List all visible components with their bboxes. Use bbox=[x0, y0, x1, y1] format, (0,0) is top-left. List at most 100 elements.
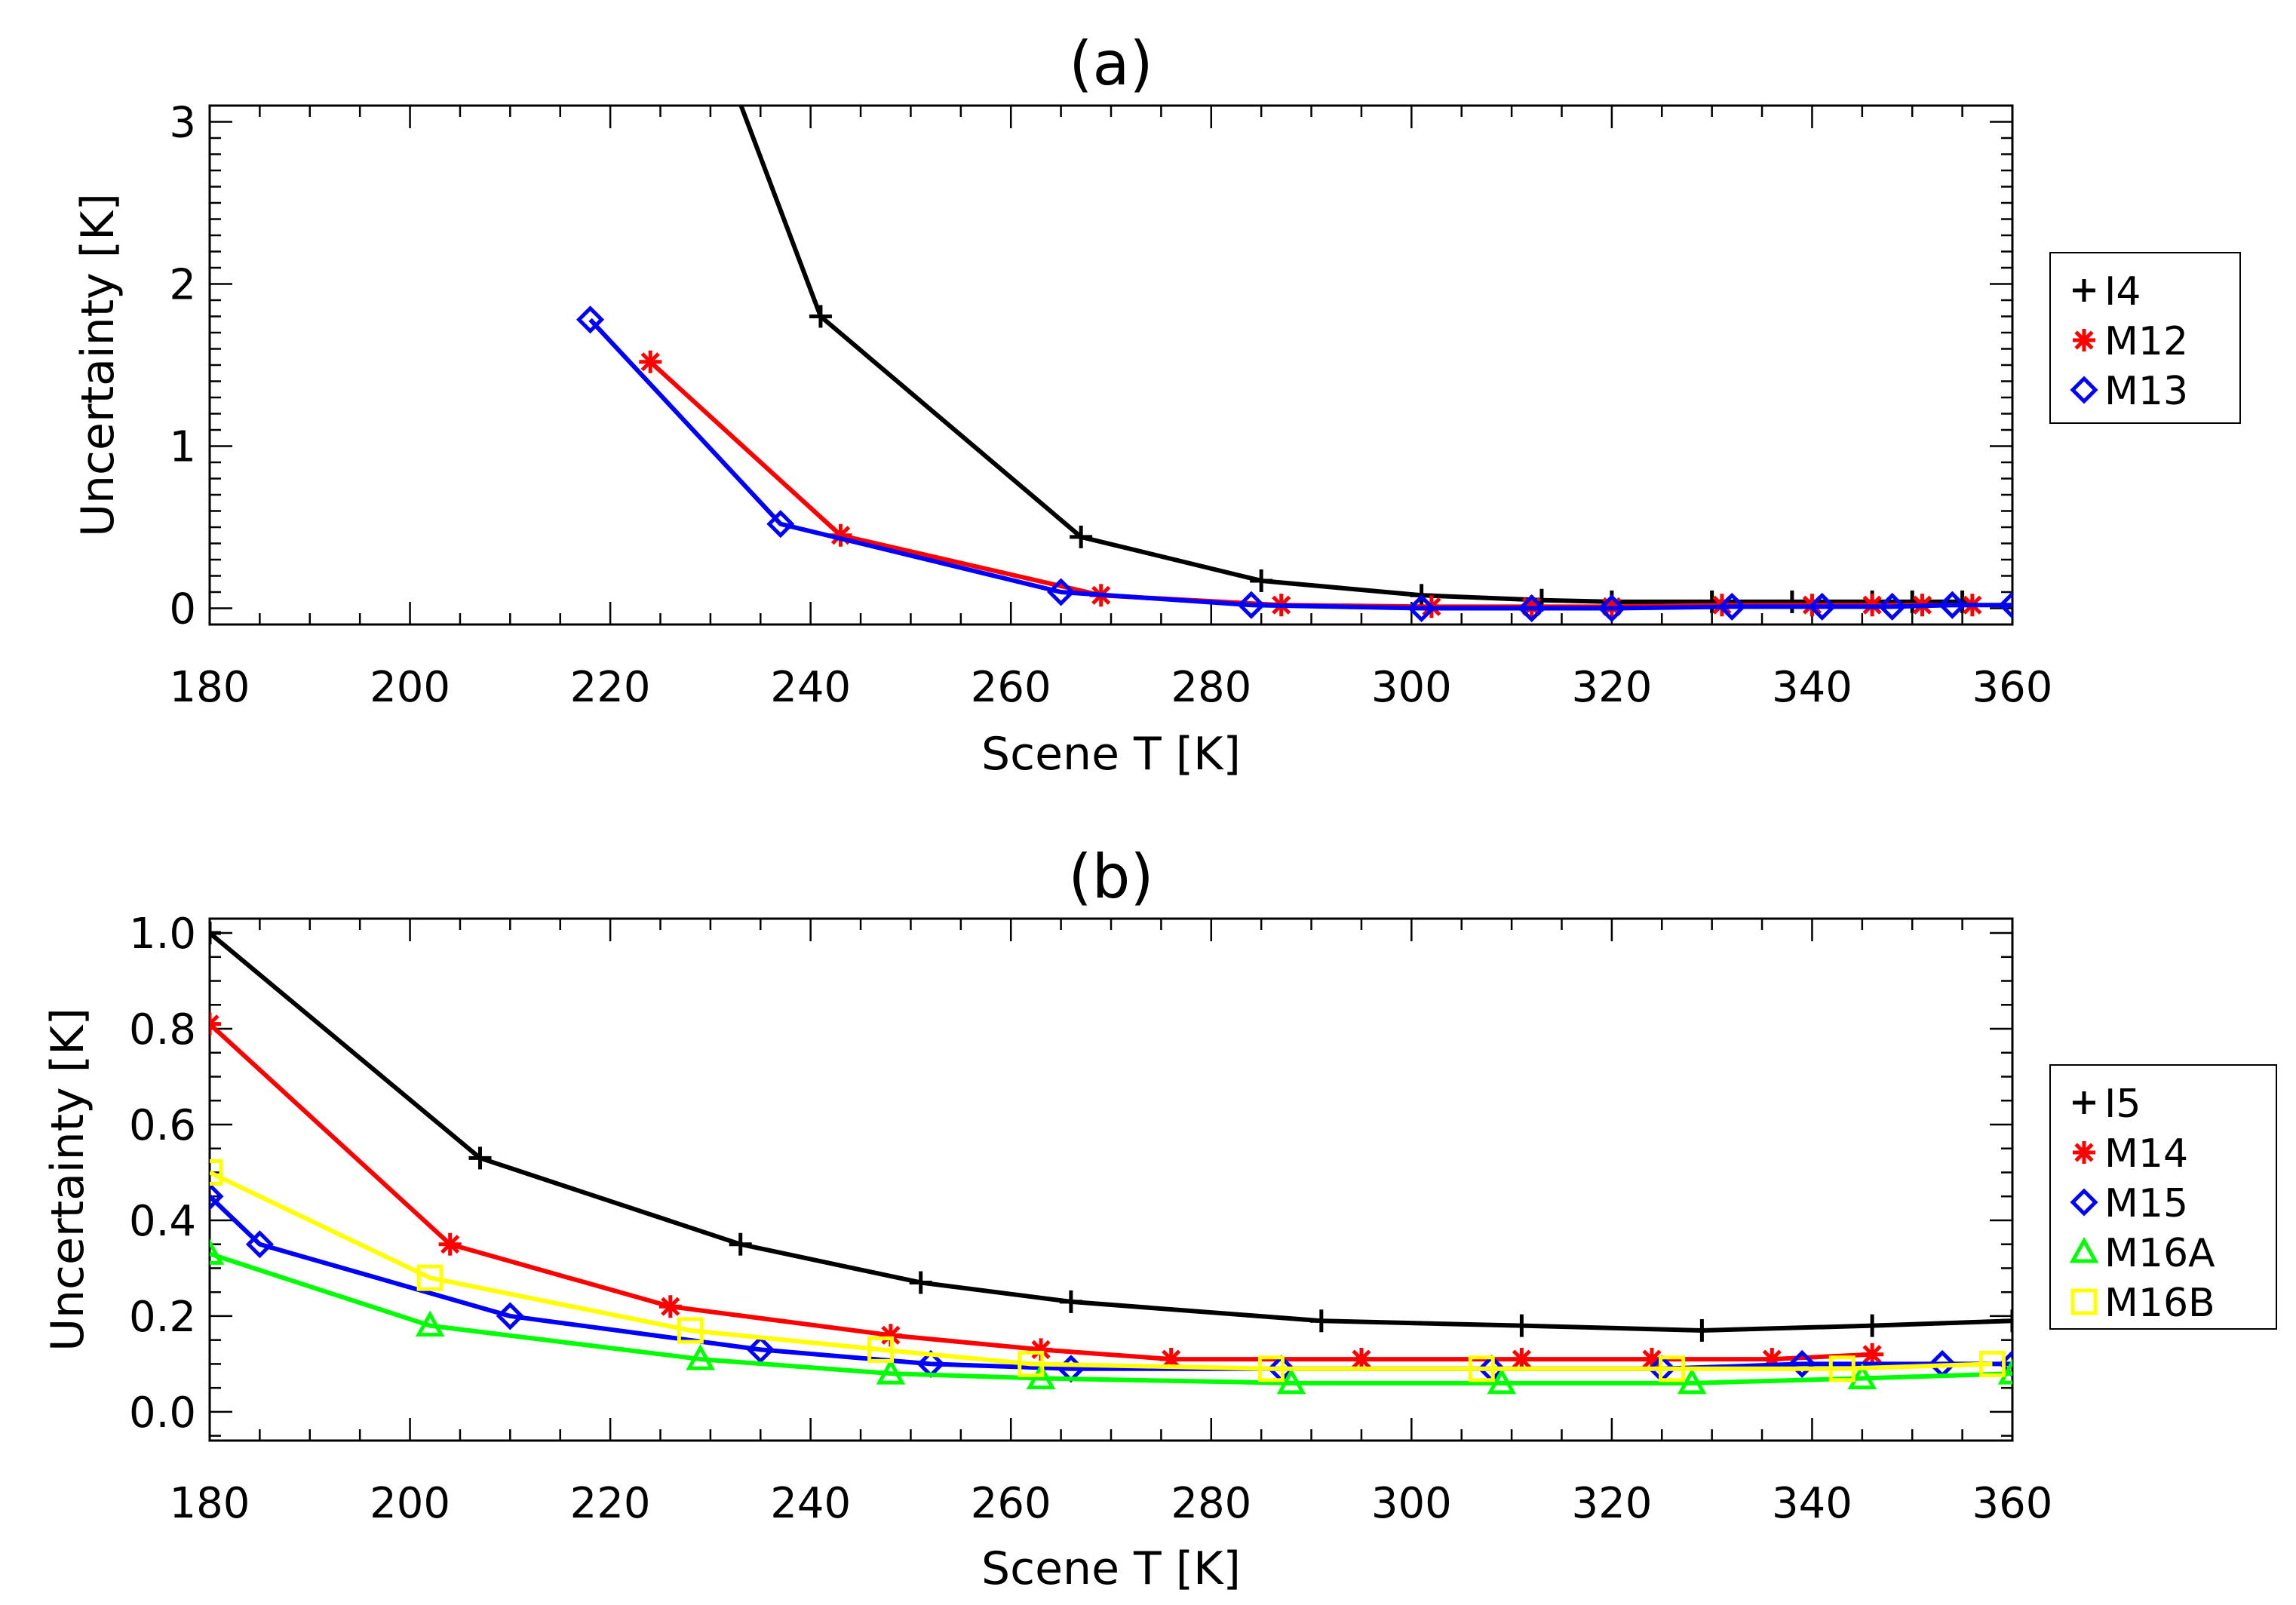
legend-marker-m15 bbox=[2070, 1188, 2098, 1217]
y-tick-label: 0.8 bbox=[129, 1005, 196, 1054]
x-tick-label: 260 bbox=[971, 663, 1051, 712]
legend-marker-m13 bbox=[2070, 376, 2098, 404]
data-point-i5 bbox=[468, 1146, 492, 1170]
x-tick-label: 220 bbox=[570, 663, 651, 712]
legend-label-i4: I4 bbox=[2104, 269, 2141, 315]
data-point-i4 bbox=[699, 14, 722, 36]
legend-label-m14: M14 bbox=[2104, 1131, 2188, 1177]
data-point-m16a bbox=[876, 1358, 906, 1385]
x-tick-label: 240 bbox=[770, 663, 851, 712]
data-point-m16b bbox=[867, 1336, 895, 1363]
data-point-i5 bbox=[1059, 1290, 1082, 1313]
data-point-i4 bbox=[1780, 590, 1803, 613]
x-tick-label: 260 bbox=[971, 1479, 1051, 1528]
x-tick-label: 360 bbox=[1972, 1479, 2053, 1528]
data-point-m16b bbox=[210, 1158, 223, 1186]
data-point-m13 bbox=[1938, 591, 1966, 619]
data-point-m16a bbox=[415, 1310, 445, 1337]
data-point-m13 bbox=[576, 305, 605, 334]
y-axis-label: Uncertainty [K] bbox=[72, 193, 124, 537]
data-point-i5 bbox=[1861, 1314, 1884, 1337]
data-point-m16b bbox=[1978, 1350, 2006, 1377]
x-tick-label: 180 bbox=[170, 1479, 250, 1528]
data-point-m16b bbox=[1659, 1355, 1686, 1383]
legend-label-i5: I5 bbox=[2104, 1082, 2141, 1127]
data-point-m16a bbox=[1487, 1367, 1517, 1395]
data-point-i5 bbox=[909, 1271, 932, 1294]
data-point-m13 bbox=[766, 510, 795, 539]
data-point-i5 bbox=[1690, 1318, 1714, 1342]
series-line-m13 bbox=[588, 318, 2012, 611]
y-tick-label: 0.6 bbox=[129, 1101, 196, 1150]
data-point-m16b bbox=[1257, 1355, 1285, 1383]
x-tick-label: 200 bbox=[370, 1479, 450, 1528]
data-point-m13 bbox=[1998, 591, 2012, 619]
chart-title: (a) bbox=[1069, 29, 1153, 99]
y-tick-label: 0.2 bbox=[129, 1293, 196, 1342]
data-point-m15 bbox=[210, 1182, 224, 1211]
data-point-m13 bbox=[1717, 592, 1746, 621]
chart-panel-b: (b) 180 200 220 240 260 280 300 320 340 360 0.0 0.2 0… bbox=[41, 842, 2277, 1595]
legend-marker-i5 bbox=[2073, 1091, 2095, 1114]
data-point-m16b bbox=[1018, 1350, 1045, 1377]
y-tick-label: 2 bbox=[169, 261, 196, 310]
x-axis-label: Scene T [K] bbox=[981, 1542, 1241, 1595]
data-point-i5 bbox=[2001, 1309, 2012, 1333]
data-point-i5 bbox=[210, 922, 221, 945]
x-tick-label: 220 bbox=[570, 1479, 651, 1528]
x-tick-label: 240 bbox=[770, 1479, 851, 1528]
data-point-m16a bbox=[1276, 1367, 1306, 1395]
series-line-m14 bbox=[210, 1022, 1873, 1362]
data-point-m16a bbox=[686, 1343, 715, 1370]
data-point-m13 bbox=[1047, 578, 1076, 606]
data-point-m15 bbox=[496, 1302, 524, 1330]
data-point-m13 bbox=[1237, 591, 1266, 619]
data-point-m15 bbox=[1788, 1349, 1816, 1378]
legend-marker-m16a bbox=[2069, 1236, 2099, 1263]
data-point-i4 bbox=[1070, 525, 1093, 548]
x-tick-label: 280 bbox=[1171, 1479, 1251, 1528]
data-point-i4 bbox=[809, 305, 832, 328]
data-point-m16b bbox=[1828, 1355, 1856, 1383]
legend-label-m15: M15 bbox=[2104, 1181, 2188, 1226]
y-axis-label: Uncertainty [K] bbox=[41, 1008, 94, 1352]
data-point-m13 bbox=[1598, 594, 1626, 623]
data-point-m15 bbox=[245, 1230, 274, 1259]
data-point-m14 bbox=[438, 1232, 462, 1256]
data-point-m13 bbox=[1808, 592, 1837, 621]
legend-marker-m14 bbox=[2073, 1141, 2095, 1164]
data-point-m16a bbox=[1026, 1363, 1056, 1389]
y-tick-label: 3 bbox=[169, 99, 196, 148]
series-line-m15 bbox=[210, 1195, 2012, 1371]
legend-label-m12: M12 bbox=[2104, 319, 2188, 364]
data-point-m16a bbox=[1677, 1367, 1707, 1395]
legend-marker-m12 bbox=[2073, 329, 2095, 351]
series-line-m16a bbox=[210, 1251, 2012, 1386]
y-tick-label: 1.0 bbox=[129, 910, 196, 959]
x-tick-label: 360 bbox=[1972, 663, 2053, 712]
legend-marker-m16b bbox=[2070, 1288, 2098, 1315]
legend-label-m13: M13 bbox=[2104, 369, 2188, 414]
x-tick-label: 280 bbox=[1171, 663, 1251, 712]
data-point-m13 bbox=[1878, 592, 1907, 621]
data-point-m14 bbox=[658, 1295, 682, 1318]
data-point-m12 bbox=[639, 350, 662, 373]
legend-marker-i4 bbox=[2073, 279, 2095, 302]
plot-area bbox=[576, 14, 2012, 623]
data-point-m15 bbox=[746, 1335, 775, 1364]
series-line-i4 bbox=[738, 106, 1963, 604]
y-tick-label: 0.0 bbox=[129, 1389, 196, 1438]
data-point-i5 bbox=[1309, 1309, 1333, 1333]
data-point-m16a bbox=[1997, 1358, 2012, 1385]
data-point-i5 bbox=[1510, 1314, 1533, 1337]
y-tick-label: 1 bbox=[169, 423, 196, 472]
data-point-m14 bbox=[210, 1012, 221, 1036]
series-line-m16b bbox=[210, 1170, 1993, 1371]
y-tick-label: 0.4 bbox=[129, 1197, 196, 1246]
data-point-m14 bbox=[879, 1324, 902, 1347]
x-tick-label: 200 bbox=[370, 663, 450, 712]
data-point-m16a bbox=[1847, 1363, 1877, 1389]
